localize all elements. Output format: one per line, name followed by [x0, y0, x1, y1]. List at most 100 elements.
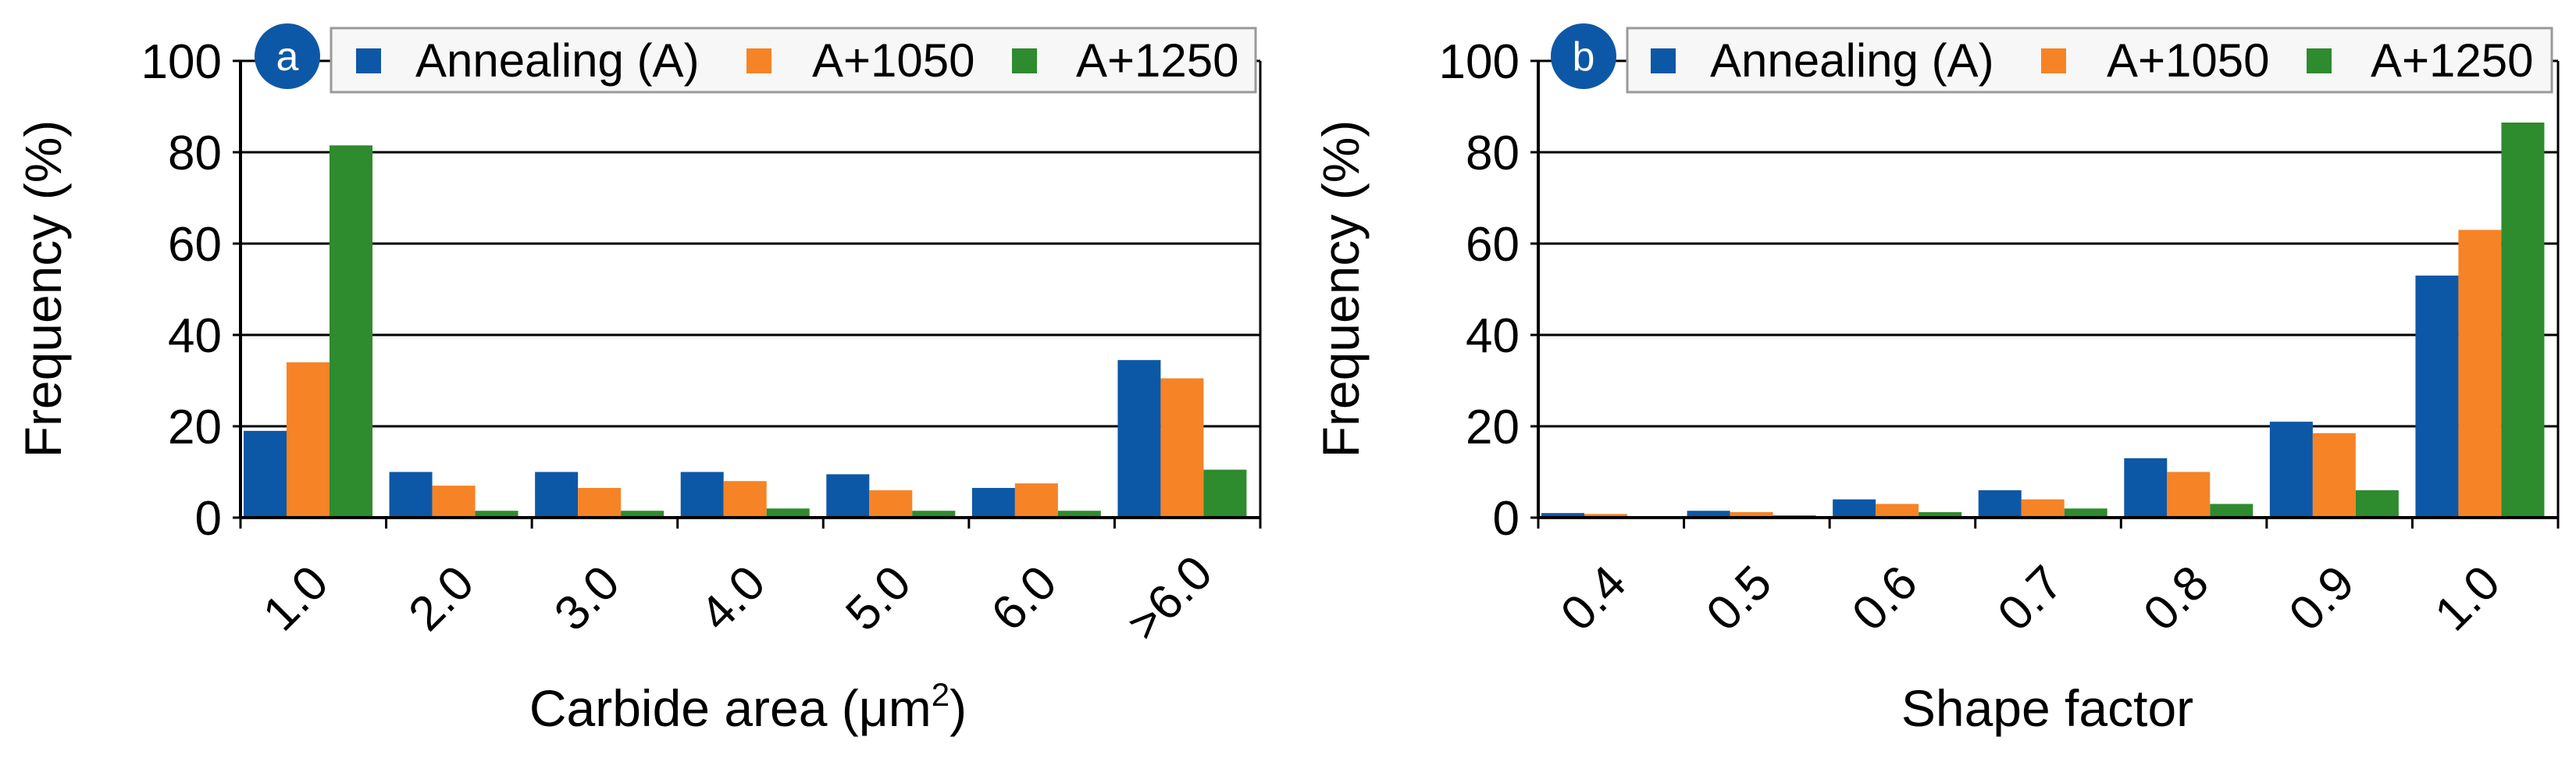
bar-a1250-2 [1919, 511, 1962, 518]
gridlines [1538, 59, 2558, 428]
x-tick-label: 0.9 [2279, 556, 2365, 642]
bar-a1250-3 [2064, 508, 2107, 518]
x-tick-label: 3.0 [544, 556, 630, 642]
bar-a1050-1 [432, 486, 476, 518]
x-tick-label: 4.0 [690, 556, 776, 642]
legend-label-a1050: A+1050 [812, 34, 975, 87]
bar-a1250-3 [766, 508, 810, 518]
y-tick-label: 40 [168, 309, 222, 363]
y-axis-title: Frequency (%) [1312, 120, 1370, 458]
bar-a1250-6 [1203, 469, 1247, 518]
bar-annealing-2 [1833, 499, 1876, 518]
bar-a1050-3 [723, 481, 767, 518]
x-tick-label: 0.8 [2133, 556, 2219, 642]
y-tick-label: 20 [168, 401, 222, 454]
bar-a1050-4 [2167, 472, 2211, 518]
bars [1541, 122, 2545, 518]
chart-panel-b: 0 20 40 60 80 100 0.4 0.5 0.6 0.7 0.8 0.9 1.0 Frequ… [1312, 23, 2560, 737]
x-axis-title: Shape factor [1901, 679, 2193, 737]
bar-a1050-3 [2021, 499, 2065, 518]
legend-label-a1250: A+1250 [1076, 34, 1239, 87]
bar-a1250-5 [1057, 511, 1101, 518]
legend-swatch-a1250 [1012, 48, 1037, 73]
bar-a1050-6 [1160, 378, 1204, 518]
bar-a1050-5 [2312, 433, 2356, 518]
bar-a1250-5 [2355, 490, 2399, 518]
y-tick-label: 100 [1439, 35, 1520, 89]
bar-a1050-4 [869, 490, 913, 518]
x-tick-label: 0.7 [1988, 556, 2074, 642]
x-tick-label: >6.0 [1117, 546, 1223, 651]
legend-swatch-annealing [356, 48, 381, 73]
panel-badge: a [255, 23, 320, 89]
y-tick-label: 80 [1466, 126, 1520, 180]
legend-label-annealing: Annealing (A) [415, 34, 700, 87]
legend-label-a1250: A+1250 [2371, 34, 2534, 87]
bar-a1050-6 [2458, 230, 2502, 518]
chart-panel-a: 0 20 40 60 80 100 1.0 2.0 3.0 4.0 5.0 6.0 >6.0 Freq… [14, 23, 1262, 737]
legend: Annealing (A) A+1050 A+1250 [1626, 27, 2553, 94]
y-tick-label: 100 [141, 35, 222, 89]
panel-badge-circle [255, 23, 320, 89]
panel-badge: b [1551, 23, 1616, 89]
legend-swatch-annealing [1651, 48, 1676, 73]
bar-a1050-1 [1730, 511, 1773, 518]
bar-a1250-2 [621, 511, 664, 518]
x-tick-label: 5.0 [836, 556, 921, 642]
x-axis-title-superscript: 2 [932, 676, 950, 713]
bar-a1050-0 [1584, 514, 1627, 518]
bar-a1250-4 [2210, 504, 2254, 518]
x-tick-label: 1.0 [253, 556, 339, 642]
y-tick-label: 20 [1466, 401, 1520, 454]
bar-annealing-1 [389, 472, 433, 518]
bar-annealing-6 [1117, 360, 1161, 518]
legend: Annealing (A) A+1050 A+1250 [330, 27, 1257, 94]
legend-swatch-a1250 [2307, 48, 2332, 73]
y-axis-title: Frequency (%) [14, 120, 72, 458]
y-tick-label: 60 [168, 218, 222, 272]
bar-a1250-1 [475, 511, 518, 518]
legend-box [330, 27, 1257, 94]
x-tick-label: 1.0 [2425, 556, 2510, 642]
bar-annealing-0 [1541, 513, 1584, 518]
y-ticks: 0 20 40 60 80 100 [141, 35, 240, 546]
y-tick-label: 40 [1466, 309, 1520, 363]
x-tick-label: 6.0 [982, 556, 1067, 642]
bars [244, 145, 1247, 518]
bar-annealing-4 [826, 474, 870, 518]
x-axis-title-close: ) [950, 679, 967, 737]
x-tick-label: 0.4 [1551, 556, 1637, 642]
x-ticks: 0.4 0.5 0.6 0.7 0.8 0.9 1.0 [1537, 518, 2560, 642]
y-ticks: 0 20 40 60 80 100 [1439, 35, 1538, 546]
bar-a1250-4 [912, 511, 956, 518]
legend-swatch-a1050 [2041, 48, 2066, 73]
bar-a1050-2 [578, 487, 622, 518]
bar-annealing-3 [680, 472, 724, 518]
bar-annealing-5 [2269, 422, 2313, 518]
panel-letter: b [1573, 34, 1595, 80]
legend-swatch-a1050 [746, 48, 771, 73]
legend-label-annealing: Annealing (A) [1710, 34, 1994, 87]
y-tick-label: 60 [1466, 218, 1520, 272]
bar-annealing-6 [2415, 275, 2459, 518]
y-tick-label: 80 [168, 126, 222, 180]
x-axis-title: Carbide area (μm2) [529, 676, 967, 737]
bar-annealing-2 [535, 472, 579, 518]
x-tick-label: 0.6 [1842, 556, 1928, 642]
bar-a1050-0 [287, 362, 330, 518]
bar-a1050-2 [1876, 504, 1919, 518]
bar-a1250-0 [330, 145, 372, 518]
bar-annealing-3 [1978, 490, 2022, 518]
x-axis-title-main: Carbide area ( [529, 679, 859, 737]
legend-label-a1050: A+1050 [2107, 34, 2270, 87]
x-ticks: 1.0 2.0 3.0 4.0 5.0 6.0 >6.0 [239, 518, 1262, 651]
bar-annealing-5 [971, 487, 1015, 518]
bar-annealing-1 [1687, 511, 1730, 518]
x-axis-title-unit: μm [859, 679, 932, 737]
panel-badge-circle [1551, 23, 1616, 89]
y-tick-label: 0 [1493, 492, 1520, 546]
bar-a1250-6 [2501, 122, 2545, 518]
bar-annealing-4 [2124, 458, 2168, 518]
y-tick-label: 0 [195, 492, 222, 546]
